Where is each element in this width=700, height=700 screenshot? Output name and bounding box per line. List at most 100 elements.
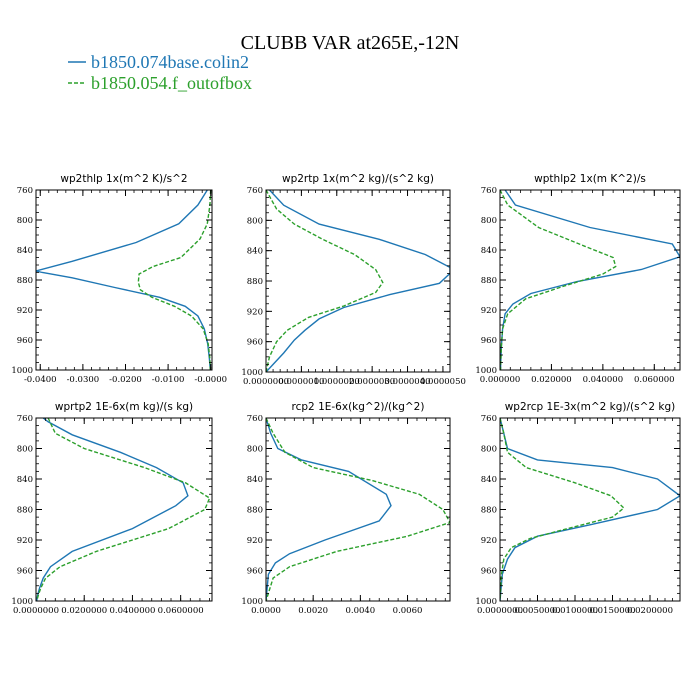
y-tick-label: 920	[17, 306, 33, 316]
x-tick-label: 0.020000	[531, 375, 572, 385]
y-tick-label: 920	[481, 306, 497, 316]
y-tick-label: 760	[481, 186, 497, 196]
x-tick-label: 0.0200000	[627, 606, 673, 616]
legend-label-series-1: b1850.074base.colin2	[91, 52, 249, 72]
plot-frame	[35, 417, 213, 602]
panel-title: wp2rcp 1E-3x(m^2 kg)/(s^2 kg)	[505, 401, 676, 413]
y-tick-label: 800	[247, 216, 263, 226]
panel-5: rcp2 1E-6x(kg^2)/(kg^2) 760 800 840 880 920 96…	[241, 401, 451, 616]
y-tick-label: 760	[17, 414, 33, 424]
y-tick-label: 920	[481, 536, 497, 546]
y-tick-label: 960	[247, 567, 263, 577]
figure-title: CLUBB VAR at265E,-12N	[241, 32, 460, 54]
x-tick-label: -0.0000	[194, 375, 227, 385]
x-tick-label: -0.0200	[109, 375, 142, 385]
y-tick-label: 760	[247, 186, 263, 196]
x-tick-label: 0.0000000	[13, 606, 59, 616]
panel-title: wpthlp2 1x(m K^2)/s	[534, 173, 646, 185]
y-tick-label: 920	[247, 307, 263, 317]
y-tick-label: 800	[247, 445, 263, 455]
y-tick-label: 1000	[11, 597, 33, 607]
x-tick-label: 0.0200000	[61, 606, 107, 616]
series-line-2	[36, 418, 211, 601]
y-tick-label: 840	[247, 247, 263, 257]
series-line-1	[266, 418, 392, 601]
y-tick-label: 1000	[241, 368, 263, 378]
y-tick-label: 960	[17, 567, 33, 577]
legend: b1850.074base.colin2 b1850.054.f_outofbo…	[68, 52, 252, 93]
y-tick-label: 760	[247, 414, 263, 424]
panel-1: wp2thlp 1x(m^2 K)/s^2 760 800 840 880 920 960 1…	[11, 173, 227, 385]
y-tick-label: 800	[17, 445, 33, 455]
y-tick-label: 800	[17, 216, 33, 226]
y-tick-label: 880	[481, 276, 497, 286]
y-tick-label: 1000	[11, 366, 33, 376]
y-tick-label: 1000	[475, 366, 497, 376]
y-tick-label: 920	[247, 536, 263, 546]
panel-6: wp2rcp 1E-3x(m^2 kg)/(s^2 kg) 760 800 840 88…	[475, 401, 681, 616]
panel-title: rcp2 1E-6x(kg^2)/(kg^2)	[292, 401, 425, 413]
panel-title: wp2thlp 1x(m^2 K)/s^2	[60, 173, 187, 185]
legend-label-series-2: b1850.054.f_outofbox	[91, 73, 252, 93]
x-tick-label: 0.0100000	[552, 606, 598, 616]
panel-2: wp2rtp 1x(m^2 kg)/(s^2 kg) 760 800 840 880 92…	[241, 173, 466, 387]
x-tick-label: -0.0100	[152, 375, 185, 385]
series-line-1	[500, 190, 680, 370]
plot-frame	[265, 189, 451, 373]
x-tick-label: 0.0040	[345, 606, 375, 616]
plot-frame	[499, 417, 681, 602]
x-tick-label: -0.0300	[67, 375, 100, 385]
x-tick-label: 0.0000010	[278, 377, 324, 387]
x-tick-label: 0.0000050	[420, 377, 466, 387]
x-tick-label: 0.060000	[634, 375, 675, 385]
y-tick-label: 960	[481, 336, 497, 346]
x-tick-label: 0.000000	[480, 375, 521, 385]
y-tick-label: 1000	[475, 597, 497, 607]
x-tick-label: 0.040000	[583, 375, 624, 385]
y-tick-label: 760	[481, 414, 497, 424]
x-tick-label: 0.0050000	[515, 606, 561, 616]
y-tick-label: 880	[17, 276, 33, 286]
x-tick-label: 0.0020	[298, 606, 328, 616]
panel-title: wprtp2 1E-6x(m kg)/(s kg)	[55, 401, 193, 413]
x-tick-label: 0.0000000	[477, 606, 523, 616]
x-tick-label: -0.0400	[24, 375, 57, 385]
series-line-1	[36, 190, 211, 370]
y-tick-label: 800	[481, 445, 497, 455]
panel-4: wprtp2 1E-6x(m kg)/(s kg) 760 800 840 880 920…	[11, 401, 213, 616]
y-tick-label: 880	[247, 506, 263, 516]
y-tick-label: 880	[17, 506, 33, 516]
series-line-1	[500, 418, 680, 601]
series-line-2	[500, 190, 617, 370]
y-tick-label: 800	[481, 216, 497, 226]
y-tick-label: 960	[481, 567, 497, 577]
y-tick-label: 1000	[241, 597, 263, 607]
series-line-2	[500, 418, 625, 601]
x-tick-label: 0.0000030	[349, 377, 395, 387]
y-tick-label: 880	[247, 277, 263, 287]
panel-3: wpthlp2 1x(m K^2)/s 760 800 840 880 920 960 100…	[475, 173, 681, 385]
y-tick-label: 840	[17, 246, 33, 256]
panel-title: wp2rtp 1x(m^2 kg)/(s^2 kg)	[282, 173, 434, 185]
y-tick-label: 760	[17, 186, 33, 196]
series-line-1	[36, 418, 189, 601]
y-tick-label: 880	[481, 506, 497, 516]
x-tick-label: 0.0000	[251, 606, 281, 616]
y-tick-label: 960	[17, 336, 33, 346]
panels: wp2thlp 1x(m^2 K)/s^2 760 800 840 880 920 960 1…	[11, 173, 681, 616]
y-tick-label: 960	[247, 338, 263, 348]
x-tick-label: 0.0400000	[109, 606, 155, 616]
x-tick-label: 0.0060	[393, 606, 423, 616]
series-line-1	[266, 190, 450, 372]
y-tick-label: 840	[481, 475, 497, 485]
plot-frame	[265, 417, 451, 602]
series-line-2	[137, 190, 212, 370]
x-tick-label: 0.0000000	[243, 377, 289, 387]
series-line-2	[266, 190, 384, 372]
y-tick-label: 920	[17, 536, 33, 546]
x-tick-label: 0.0150000	[590, 606, 636, 616]
y-tick-label: 840	[17, 475, 33, 485]
x-tick-label: 0.0000020	[314, 377, 360, 387]
x-tick-label: 0.0000040	[385, 377, 431, 387]
